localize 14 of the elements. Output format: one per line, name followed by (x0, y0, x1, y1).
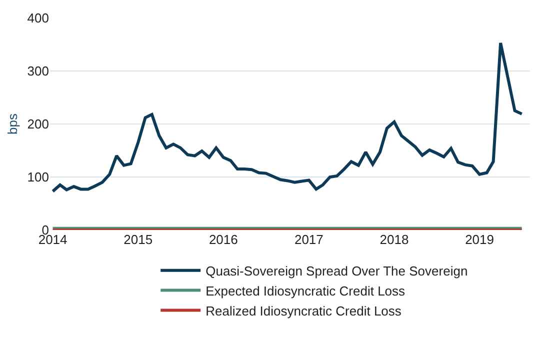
x-tick-label: 2017 (294, 232, 324, 247)
y-tick-label: 300 (27, 64, 49, 79)
x-tick-label: 2018 (380, 232, 409, 247)
x-tick-label: 2019 (465, 232, 494, 247)
y-axis-title: bps (5, 113, 20, 134)
line-series (51, 41, 524, 193)
legend-label: Quasi-Sovereign Spread Over The Sovereign (206, 263, 468, 278)
legend-label: Expected Idiosyncratic Credit Loss (206, 283, 406, 298)
y-tick-label: 200 (27, 116, 49, 132)
x-tick-label: 2016 (208, 232, 238, 247)
legend-label: Realized Idiosyncratic Credit Loss (206, 303, 402, 318)
x-tick-label: 2015 (124, 232, 153, 247)
y-tick-label: 400 (27, 10, 49, 26)
y-tick-label: 100 (27, 170, 49, 185)
